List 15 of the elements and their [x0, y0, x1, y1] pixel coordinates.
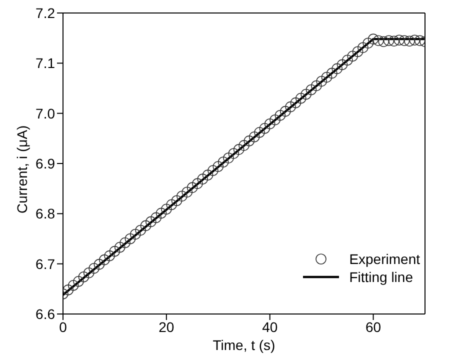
- x-tick-label: 60: [365, 318, 382, 335]
- y-tick-label: 6.8: [36, 206, 56, 222]
- y-tick-label: 6.9: [36, 155, 56, 172]
- x-tick-label: 40: [262, 318, 278, 335]
- y-tick-label: 7.1: [36, 55, 56, 72]
- legend-label: Fitting line: [349, 269, 413, 285]
- x-axis-title: Time, t (s): [212, 337, 276, 353]
- y-tick-label: 7.2: [36, 4, 56, 21]
- y-tick-label: 6.7: [36, 256, 56, 272]
- y-tick-label: 7.0: [36, 105, 56, 122]
- y-tick-label: 6.6: [36, 306, 56, 322]
- legend-label: Experiment: [349, 251, 420, 267]
- x-tick-label: 20: [158, 318, 174, 335]
- x-tick-label: 0: [59, 318, 68, 335]
- y-axis-title: Current, i (μA): [14, 125, 30, 214]
